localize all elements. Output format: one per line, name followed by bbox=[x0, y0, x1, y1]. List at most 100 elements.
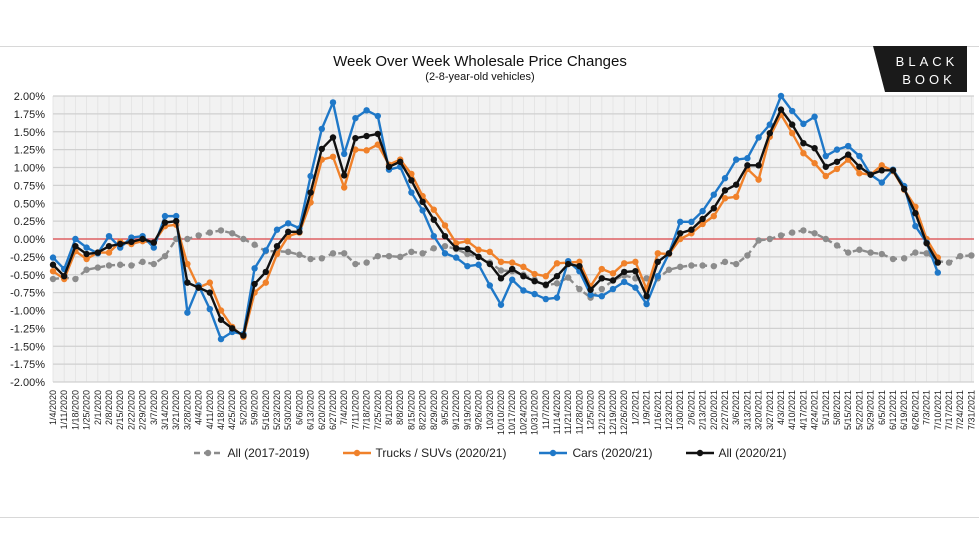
data-point bbox=[307, 255, 314, 263]
x-tick-label: 2/20/2021 bbox=[709, 390, 719, 430]
x-tick-label: 9/19/2020 bbox=[462, 390, 472, 430]
data-point bbox=[464, 245, 471, 253]
x-tick-label: 5/8/2021 bbox=[832, 390, 842, 425]
data-point bbox=[105, 262, 113, 269]
legend-label: All (2020/21) bbox=[718, 446, 787, 460]
data-point bbox=[486, 282, 493, 289]
data-point bbox=[195, 232, 202, 239]
grid bbox=[52, 95, 974, 383]
data-point bbox=[733, 181, 740, 188]
legend-item: All (2017-2019) bbox=[193, 446, 310, 460]
x-tick-label: 12/12/2020 bbox=[597, 390, 607, 435]
data-point bbox=[509, 265, 516, 273]
x-tick-label: 7/11/2020 bbox=[350, 390, 360, 429]
data-point bbox=[800, 120, 807, 128]
data-point bbox=[139, 258, 146, 266]
x-tick-label: 3/27/2021 bbox=[765, 390, 775, 430]
x-tick-label: 10/24/2020 bbox=[518, 390, 528, 435]
data-point bbox=[285, 220, 292, 227]
data-point bbox=[755, 237, 762, 244]
data-point bbox=[553, 260, 561, 267]
data-point bbox=[430, 206, 437, 213]
data-point bbox=[632, 258, 639, 266]
data-point bbox=[273, 242, 281, 250]
data-point bbox=[923, 250, 930, 257]
x-tick-label: 1/2/2021 bbox=[630, 390, 640, 425]
x-tick-label: 5/9/2020 bbox=[250, 390, 260, 425]
data-point bbox=[206, 289, 213, 296]
data-point bbox=[352, 134, 359, 142]
data-point bbox=[363, 259, 370, 266]
x-tick-label: 1/16/2021 bbox=[653, 390, 663, 430]
legend-marker-icon bbox=[194, 449, 223, 457]
data-point bbox=[195, 284, 202, 291]
black-book-logo: BLACK BOOK bbox=[873, 46, 967, 92]
data-point bbox=[520, 272, 527, 280]
data-point bbox=[912, 210, 919, 217]
data-point bbox=[105, 232, 113, 240]
data-point bbox=[520, 263, 527, 271]
data-point bbox=[341, 150, 348, 158]
data-point bbox=[912, 249, 919, 256]
data-point bbox=[901, 255, 908, 262]
data-point bbox=[240, 235, 247, 243]
data-point bbox=[856, 163, 863, 170]
data-point bbox=[755, 162, 762, 169]
x-tick-label: 2/29/2020 bbox=[138, 390, 148, 430]
x-tick-label: 3/20/2021 bbox=[754, 390, 764, 430]
y-tick-label: -1.25% bbox=[10, 323, 45, 335]
x-tick-label: 7/31/2021 bbox=[966, 390, 976, 430]
data-point bbox=[150, 244, 157, 251]
data-point bbox=[94, 249, 102, 256]
data-point bbox=[699, 220, 706, 228]
x-tick-label: 2/6/2021 bbox=[686, 390, 696, 425]
data-point bbox=[777, 92, 785, 100]
y-tick-label: 0.25% bbox=[14, 216, 45, 228]
data-point bbox=[184, 309, 191, 316]
data-point bbox=[710, 205, 717, 212]
y-tick-label: 1.25% bbox=[14, 145, 45, 157]
x-tick-label: 7/10/2021 bbox=[933, 390, 943, 430]
data-point bbox=[497, 267, 505, 274]
x-tick-label: 11/7/2020 bbox=[541, 390, 551, 429]
y-tick-label: 0.00% bbox=[14, 234, 45, 246]
data-point bbox=[229, 230, 236, 237]
x-tick-label: 1/18/2020 bbox=[70, 390, 80, 430]
data-point bbox=[587, 291, 594, 298]
data-point bbox=[341, 172, 348, 179]
x-tick-label: 5/22/2021 bbox=[854, 390, 864, 430]
data-point bbox=[352, 114, 359, 122]
data-point bbox=[632, 284, 639, 291]
data-point bbox=[654, 272, 661, 280]
data-point bbox=[273, 226, 281, 233]
data-point bbox=[677, 263, 684, 271]
data-point bbox=[643, 293, 650, 300]
data-point bbox=[800, 150, 807, 157]
data-point bbox=[845, 142, 852, 150]
data-point bbox=[845, 249, 852, 256]
x-tick-label: 1/9/2021 bbox=[642, 390, 652, 425]
data-point bbox=[957, 252, 964, 260]
data-point bbox=[161, 212, 169, 220]
data-point bbox=[833, 158, 841, 165]
data-point bbox=[161, 252, 169, 260]
data-point bbox=[441, 222, 449, 229]
x-tick-label: 10/31/2020 bbox=[530, 390, 540, 435]
data-point bbox=[217, 227, 225, 234]
y-tick-label: -0.25% bbox=[10, 252, 45, 264]
logo-line2: BOOK bbox=[902, 72, 956, 87]
x-tick-label: 5/16/2020 bbox=[261, 390, 271, 430]
data-point bbox=[408, 189, 415, 196]
data-point bbox=[621, 268, 628, 276]
data-point bbox=[419, 250, 426, 257]
logo-line1: BLACK bbox=[896, 54, 959, 69]
data-point bbox=[800, 227, 807, 234]
data-point bbox=[374, 141, 381, 148]
data-point bbox=[217, 307, 225, 314]
data-point bbox=[688, 262, 695, 269]
data-point bbox=[184, 279, 191, 286]
data-point bbox=[397, 158, 404, 165]
data-point bbox=[632, 267, 639, 275]
data-point bbox=[72, 242, 79, 250]
data-point bbox=[934, 259, 941, 266]
